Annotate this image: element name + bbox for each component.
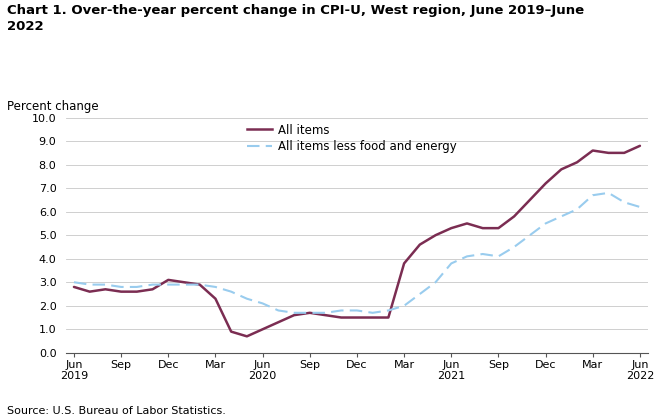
Text: Source: U.S. Bureau of Labor Statistics.: Source: U.S. Bureau of Labor Statistics.: [7, 406, 225, 416]
Text: Chart 1. Over-the-year percent change in CPI-U, West region, June 2019–June
2022: Chart 1. Over-the-year percent change in…: [7, 4, 584, 33]
Text: Percent change: Percent change: [7, 100, 98, 113]
Legend: All items, All items less food and energy: All items, All items less food and energ…: [247, 123, 457, 153]
